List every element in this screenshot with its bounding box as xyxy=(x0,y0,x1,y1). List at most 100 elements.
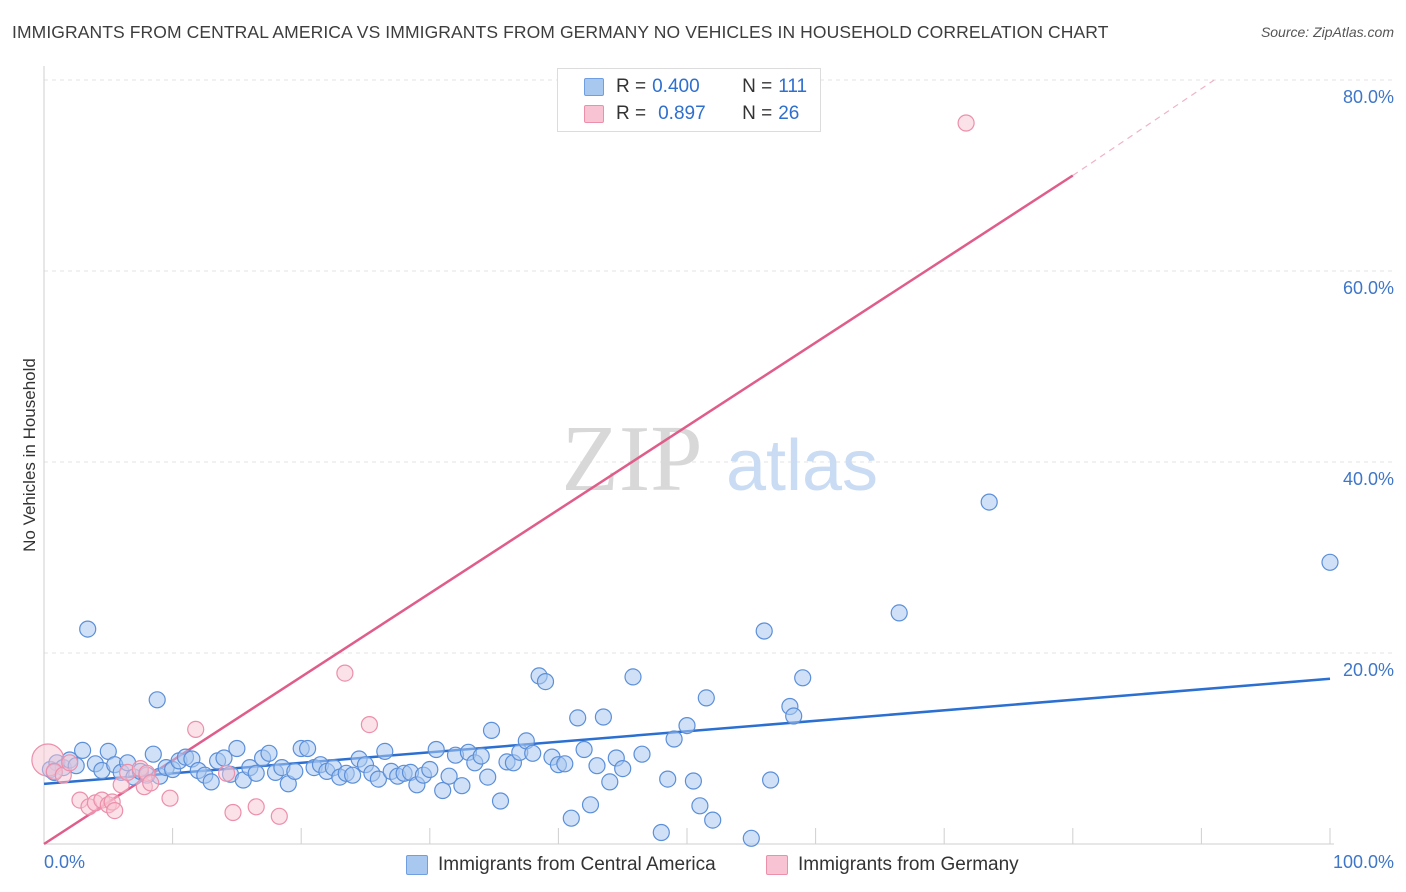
trend-line-germany xyxy=(43,174,1074,846)
data-point-central-america-41 xyxy=(299,739,317,758)
bottom-legend-germany: Immigrants from Germany xyxy=(766,852,1019,878)
legend-row-central-america: R = 0.400 N = 111 xyxy=(584,75,807,99)
legend-n-label: N = xyxy=(742,76,773,97)
trend-line-germany-extension xyxy=(1072,79,1215,176)
data-point-germany-19 xyxy=(218,764,236,782)
correlation-legend: R = 0.400 N = 111 R = 0.897 N = 26 xyxy=(557,68,821,132)
data-point-germany-25 xyxy=(957,114,975,132)
data-point-central-america-86 xyxy=(588,757,606,775)
data-point-central-america-90 xyxy=(614,759,632,778)
source-label: Source: ZipAtlas.com xyxy=(1260,24,1394,40)
data-point-central-america-33 xyxy=(247,764,265,782)
bottom-legend-swatch-blue xyxy=(406,855,428,875)
data-point-central-america-82 xyxy=(562,809,580,827)
data-point-central-america-108 xyxy=(980,493,998,511)
data-point-central-america-68 xyxy=(472,747,490,765)
legend-r-value: 0.400 xyxy=(652,76,700,97)
data-point-central-america-92 xyxy=(633,745,651,763)
data-point-germany-3 xyxy=(61,754,79,772)
legend-r-label: R = xyxy=(616,103,647,124)
bottom-legend-central-america: Immigrants from Central America xyxy=(406,852,716,878)
chart-title: IMMIGRANTS FROM CENTRAL AMERICA VS IMMIG… xyxy=(12,22,1109,42)
data-point-germany-21 xyxy=(247,798,265,816)
data-point-central-america-85 xyxy=(581,796,600,814)
data-point-germany-16 xyxy=(142,774,160,792)
data-point-central-america-106 xyxy=(794,669,812,687)
legend-swatch-pink xyxy=(584,105,604,123)
data-point-central-america-17 xyxy=(148,691,166,709)
data-point-central-america-78 xyxy=(536,672,555,691)
bottom-legend-swatch-pink xyxy=(766,855,788,875)
data-point-germany-24 xyxy=(360,715,378,734)
data-point-central-america-35 xyxy=(260,744,278,762)
series-central-america-points xyxy=(41,493,1339,847)
y-tick-label-20: 20.0% xyxy=(1342,660,1394,680)
data-point-central-america-69 xyxy=(479,768,497,786)
y-tick-label-80: 80.0% xyxy=(1342,87,1394,107)
data-point-central-america-99 xyxy=(697,689,715,707)
data-point-central-america-30 xyxy=(228,739,246,758)
data-point-central-america-91 xyxy=(624,668,642,686)
bottom-legend-label-germany: Immigrants from Germany xyxy=(798,854,1019,875)
data-point-central-america-109 xyxy=(1321,553,1339,571)
data-point-central-america-102 xyxy=(755,622,773,640)
data-point-germany-10 xyxy=(106,801,124,820)
series-germany-points xyxy=(31,114,975,825)
data-point-central-america-95 xyxy=(665,730,683,748)
data-point-central-america-52 xyxy=(369,770,387,788)
grid-lines xyxy=(44,79,1394,654)
data-point-central-america-94 xyxy=(659,770,677,788)
data-point-germany-22 xyxy=(270,807,288,825)
data-point-central-america-62 xyxy=(434,781,452,800)
data-point-central-america-76 xyxy=(524,744,542,762)
data-point-central-america-100 xyxy=(704,811,722,829)
data-point-central-america-71 xyxy=(491,792,510,810)
data-point-central-america-5 xyxy=(73,741,92,760)
axes xyxy=(43,66,1334,845)
data-point-central-america-39 xyxy=(286,762,304,781)
y-axis-label: No Vehicles in Household xyxy=(20,358,39,552)
legend-r-label: R = xyxy=(616,76,647,97)
legend-n-value: 111 xyxy=(778,76,808,97)
data-point-germany-17 xyxy=(161,789,179,807)
x-tick-label-100: 100.0% xyxy=(1332,852,1394,872)
legend-row-germany: R = 0.897 N = 26 xyxy=(584,102,799,126)
legend-n-label: N = xyxy=(742,103,773,124)
data-point-central-america-63 xyxy=(440,767,458,785)
data-point-central-america-26 xyxy=(202,773,220,791)
data-point-central-america-98 xyxy=(691,797,709,815)
watermark-atlas: atlas xyxy=(726,426,878,506)
data-point-germany-23 xyxy=(336,664,354,682)
data-point-central-america-53 xyxy=(376,742,394,761)
data-point-germany-18 xyxy=(187,720,205,739)
data-point-central-america-101 xyxy=(742,829,760,847)
data-point-central-america-107 xyxy=(890,604,908,622)
data-point-central-america-81 xyxy=(556,755,574,773)
legend-n-value: 26 xyxy=(778,103,800,124)
data-point-central-america-83 xyxy=(569,709,587,727)
data-point-central-america-60 xyxy=(421,760,439,779)
data-point-central-america-96 xyxy=(678,716,696,735)
y-tick-label-40: 40.0% xyxy=(1342,469,1394,489)
legend-swatch-blue xyxy=(584,78,604,96)
x-tick-label-0: 0.0% xyxy=(44,852,86,872)
data-point-central-america-88 xyxy=(601,773,619,791)
data-point-central-america-103 xyxy=(761,771,780,789)
data-point-central-america-70 xyxy=(482,721,501,740)
watermark: ZIP atlas xyxy=(562,407,879,511)
data-point-central-america-105 xyxy=(785,707,803,725)
data-point-germany-20 xyxy=(224,803,242,822)
data-point-central-america-6 xyxy=(79,620,97,638)
data-point-central-america-87 xyxy=(594,708,613,726)
data-point-central-america-97 xyxy=(684,772,703,790)
y-tick-label-60: 60.0% xyxy=(1342,278,1394,298)
data-point-central-america-16 xyxy=(144,745,162,763)
data-point-central-america-61 xyxy=(427,740,445,759)
legend-r-value: 0.897 xyxy=(658,103,706,124)
data-point-central-america-48 xyxy=(344,766,362,784)
data-point-central-america-93 xyxy=(652,823,670,842)
data-point-central-america-84 xyxy=(575,740,593,759)
bottom-legend-label-central-america: Immigrants from Central America xyxy=(438,854,716,875)
data-point-central-america-65 xyxy=(453,777,471,795)
